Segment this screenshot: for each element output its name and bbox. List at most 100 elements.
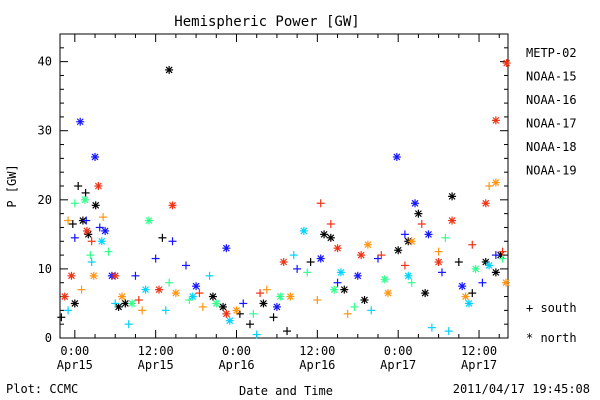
south-point-marker [343,309,352,318]
north-point-marker [128,299,137,308]
north-point-marker [448,192,457,201]
north-point-marker [219,302,228,311]
north-point-marker [485,261,494,270]
south-point-marker [427,323,436,332]
south-point-marker [81,188,90,197]
south-point-marker [95,223,104,232]
north-point-marker [384,289,393,298]
north-point-marker [60,292,69,301]
y-axis-ticks: 0 10 20 30 40 [38,47,508,345]
north-point-marker [82,226,91,235]
north-point-marker [404,271,413,280]
north-point-marker [357,251,366,260]
y-tick-label: 30 [38,124,52,138]
north-point-marker [94,182,103,190]
north-point-marker [333,244,342,253]
x-tick-date-label: Apr17 [461,358,497,372]
data-points [57,59,511,339]
north-point-marker [272,302,281,311]
south-point-marker [70,199,79,208]
south-point-marker [444,327,453,336]
north-point-marker [448,216,457,225]
north-point-marker [117,292,126,301]
north-point-marker [121,299,130,308]
north-point-marker [188,292,197,301]
north-point-marker [316,254,325,263]
x-tick-date-label: Apr16 [299,358,335,372]
south-point-marker [293,264,302,273]
x-tick-date-label: Apr16 [218,358,254,372]
north-point-marker [70,299,79,308]
south-point-marker [400,230,409,239]
x-axis-label: Date and Time [239,384,333,398]
south-point-marker [77,285,86,294]
south-point-marker [86,251,95,260]
north-point-marker [411,199,420,208]
legend-item: NOAA-19 [526,164,577,178]
south-point-marker [417,220,426,228]
north-point-marker [491,178,500,187]
north-point-marker [481,258,490,266]
north-point-marker [461,292,470,301]
north-point-marker [491,116,500,125]
north-point-marker [67,271,76,280]
north-point-marker [165,65,174,74]
south-point-marker [454,258,463,266]
south-point-marker [111,299,120,308]
y-tick-label: 0 [45,331,52,345]
legend-item: NOAA-18 [526,140,577,154]
south-point-marker [313,296,322,304]
north-point-marker [212,299,221,308]
south-point-marker [256,289,265,298]
legend: METP-02 NOAA-15 NOAA-16 NOAA-17 NOAA-18 NOAA-… [526,46,577,178]
north-point-marker [89,271,98,280]
north-point-marker [360,296,369,304]
chart-title: Hemispheric Power [GW] [174,14,359,30]
north-point-marker [208,292,217,301]
south-point-marker [269,313,278,322]
south-point-marker [64,306,73,315]
south-point-marker [437,268,446,277]
marker-legend-north: * north [526,331,577,345]
north-point-marker [299,226,308,235]
south-point-marker [198,302,207,311]
south-point-marker [104,247,113,256]
south-point-marker [316,199,325,208]
north-point-marker [491,268,500,277]
x-tick-time-label: 12:00 [461,344,497,358]
y-tick-label: 10 [38,262,52,276]
north-point-marker [464,299,473,308]
north-point-marker [222,244,231,253]
x-tick-date-label: Apr17 [380,358,416,372]
south-point-marker [485,182,494,190]
north-point-marker [380,275,389,284]
x-axis-ticks: 0:00Apr1512:00Apr150:00Apr1612:00Apr160:… [57,34,500,372]
north-point-marker [330,285,339,294]
plot-timestamp: 2011/04/17 19:45:08 [452,382,590,396]
south-point-marker [161,306,170,315]
north-point-marker [353,271,362,280]
south-point-marker [303,268,312,277]
south-point-marker [151,254,160,263]
south-point-marker [283,327,292,336]
south-point-marker [205,271,214,280]
north-point-marker [501,278,510,287]
south-point-marker [326,220,335,228]
south-point-marker [138,306,147,315]
south-point-marker [468,289,477,298]
legend-item: NOAA-16 [526,93,577,107]
north-point-marker [407,237,416,246]
south-point-marker [168,237,177,246]
north-point-marker [141,285,150,294]
north-point-marker [320,230,329,239]
north-point-marker [340,285,349,294]
marker-legend-south: + south [526,301,577,315]
south-point-marker [68,220,77,228]
x-tick-time-label: 0:00 [222,344,251,358]
north-point-marker [471,264,480,273]
south-point-marker [131,271,140,280]
north-point-marker [97,237,106,246]
north-point-marker [192,282,201,291]
south-point-marker [468,240,477,249]
